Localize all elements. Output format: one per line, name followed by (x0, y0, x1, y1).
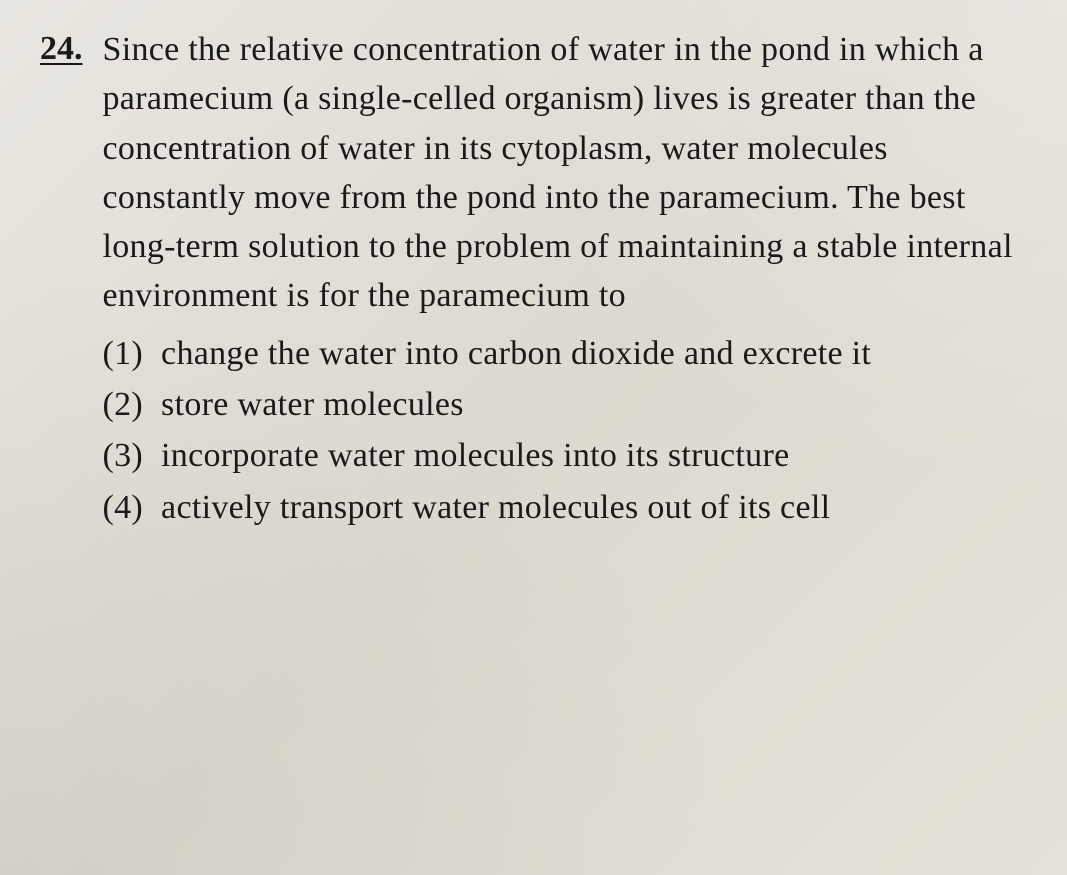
option-4: (4) actively transport water molecules o… (103, 483, 1028, 532)
question-content: Since the relative concentration of wate… (103, 25, 1028, 534)
option-3: (3) incorporate water molecules into its… (103, 431, 1028, 480)
option-number: (4) (103, 483, 144, 532)
question-text: Since the relative concentration of wate… (103, 25, 1028, 321)
option-1: (1) change the water into carbon dioxide… (103, 329, 1028, 378)
question-container: 24. Since the relative concentration of … (40, 25, 1027, 534)
option-2: (2) store water molecules (103, 380, 1028, 429)
option-number: (3) (103, 431, 144, 480)
option-text: actively transport water molecules out o… (161, 483, 830, 532)
option-text: incorporate water molecules into its str… (161, 431, 789, 480)
question-number: 24. (40, 25, 83, 534)
option-number: (2) (103, 380, 144, 429)
option-text: change the water into carbon dioxide and… (161, 329, 871, 378)
option-text: store water molecules (161, 380, 464, 429)
options-list: (1) change the water into carbon dioxide… (103, 329, 1028, 532)
option-number: (1) (103, 329, 144, 378)
